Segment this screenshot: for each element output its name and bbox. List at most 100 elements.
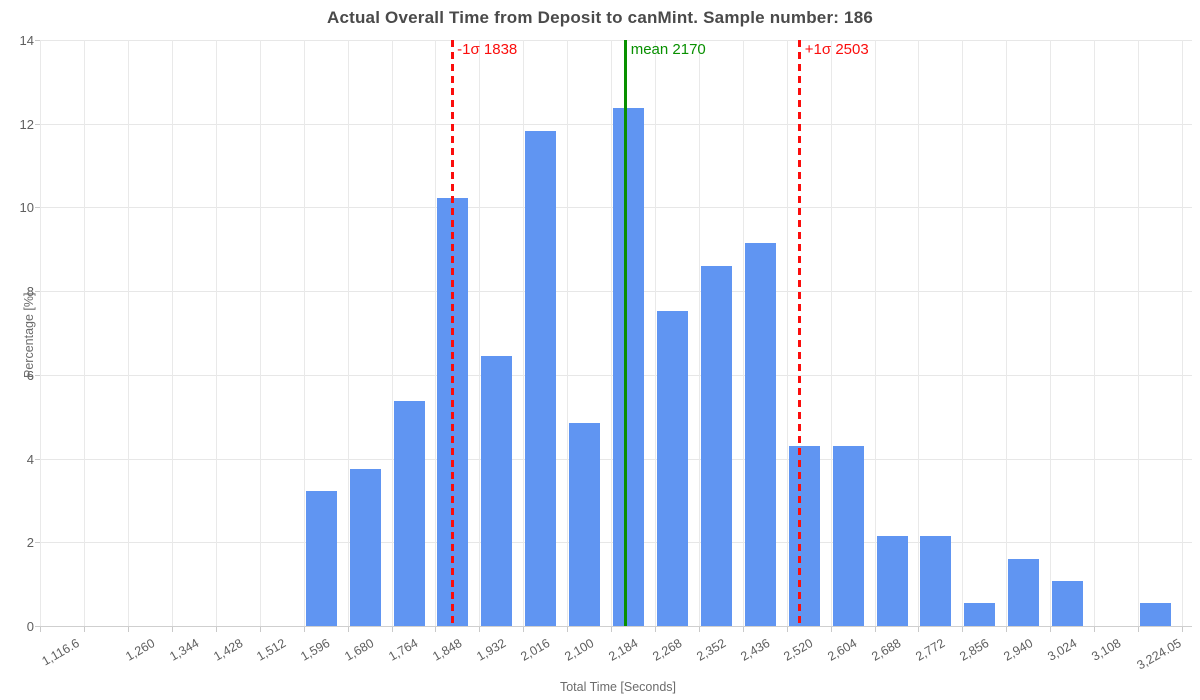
histogram-bar <box>305 490 337 626</box>
x-tick-label: 3,024 <box>1045 636 1080 664</box>
x-gridline <box>303 40 305 626</box>
histogram-bar <box>525 130 557 626</box>
histogram-bar <box>744 243 776 626</box>
x-tick-mark <box>742 627 744 632</box>
y-tick-mark <box>35 626 40 627</box>
y-tick-mark <box>35 291 40 293</box>
y-tick-label: 6 <box>26 367 34 383</box>
x-tick-mark <box>1138 627 1140 632</box>
x-tick-label: 1,764 <box>386 636 421 664</box>
x-tick-mark <box>1181 627 1183 632</box>
histogram-bar <box>1052 580 1084 626</box>
x-tick-label: 1,512 <box>254 636 289 664</box>
y-tick-label: 10 <box>19 200 34 216</box>
histogram-bar <box>700 266 732 626</box>
x-gridline <box>84 40 86 626</box>
x-tick-mark <box>1094 627 1096 632</box>
x-gridline <box>171 40 173 626</box>
x-gridline <box>830 40 832 626</box>
x-gridline <box>567 40 569 626</box>
y-tick-mark <box>35 207 40 209</box>
x-gridline <box>128 40 129 626</box>
sigma-line <box>798 40 802 626</box>
chart-title: Actual Overall Time from Deposit to canM… <box>326 8 874 27</box>
x-tick-label: 1,932 <box>474 636 509 664</box>
y-tick-mark <box>35 458 40 460</box>
x-tick-mark <box>40 627 42 632</box>
x-tick-mark <box>523 627 525 632</box>
y-tick-mark <box>35 542 40 544</box>
x-tick-mark <box>611 627 613 632</box>
x-tick-label: 1,680 <box>342 636 377 664</box>
x-tick-mark <box>128 627 129 632</box>
sigma-line-label: -1σ 1838 <box>457 41 518 58</box>
x-gridline <box>347 40 349 626</box>
x-gridline <box>215 40 217 626</box>
x-tick-label: 1,848 <box>430 636 465 664</box>
x-tick-mark <box>435 627 437 632</box>
x-tick-label: 1,596 <box>298 636 333 664</box>
sigma-line-label: +1σ 2503 <box>804 41 869 58</box>
x-tick-label: 2,016 <box>518 636 553 664</box>
y-tick-mark <box>35 374 40 376</box>
histogram-bar <box>788 446 820 626</box>
x-tick-label: 1,260 <box>122 636 157 664</box>
x-axis-line <box>40 626 1192 627</box>
x-gridline <box>918 40 920 626</box>
y-axis-title: Percentage [%] <box>22 292 36 378</box>
x-axis-title: Total Time [Seconds] <box>559 680 677 694</box>
y-tick-label: 0 <box>26 619 34 634</box>
sigma-line <box>450 40 454 626</box>
x-gridline <box>786 40 788 626</box>
x-tick-label: 1,116.6 <box>39 636 82 669</box>
x-tick-label: 2,268 <box>649 636 684 664</box>
x-tick-label: 2,352 <box>693 636 728 664</box>
x-tick-mark <box>171 627 173 632</box>
x-tick-label: 2,940 <box>1001 636 1036 664</box>
x-gridline <box>611 40 613 626</box>
histogram-bar <box>349 468 381 626</box>
histogram-bar <box>613 108 644 626</box>
x-tick-label: 2,436 <box>737 636 772 664</box>
x-gridline <box>259 40 261 626</box>
x-tick-mark <box>654 627 656 632</box>
histogram-bar <box>964 603 996 626</box>
x-tick-mark <box>918 627 920 632</box>
histogram-bar <box>657 310 688 626</box>
histogram-bar <box>481 356 513 626</box>
histogram-bar <box>920 536 952 626</box>
x-tick-label: 2,856 <box>957 636 992 664</box>
x-tick-mark <box>215 627 217 632</box>
x-tick-mark <box>874 627 876 632</box>
x-tick-label: 2,100 <box>562 636 597 664</box>
histogram-bar <box>832 446 864 626</box>
y-tick-mark <box>35 123 40 125</box>
y-tick-label: 4 <box>26 451 34 467</box>
x-gridline <box>654 40 656 626</box>
x-tick-label: 2,604 <box>825 636 860 664</box>
x-gridline <box>1138 40 1140 626</box>
x-tick-label: 3,108 <box>1089 636 1124 664</box>
x-tick-mark <box>479 627 481 632</box>
y-tick-label: 2 <box>26 535 34 551</box>
x-tick-mark <box>1006 627 1008 632</box>
histogram-bar <box>569 423 601 626</box>
x-tick-mark <box>567 627 569 632</box>
x-gridline <box>1006 40 1008 626</box>
x-tick-mark <box>830 627 832 632</box>
x-gridline <box>874 40 876 626</box>
x-gridline <box>391 40 393 626</box>
x-tick-label: 2,772 <box>913 636 948 664</box>
x-tick-label: 3,224.05 <box>1134 636 1184 673</box>
x-tick-mark <box>698 627 700 632</box>
histogram-bar <box>1008 558 1040 626</box>
x-gridline <box>1181 40 1183 626</box>
x-tick-mark <box>391 627 393 632</box>
mean-line <box>624 40 628 626</box>
x-gridline <box>435 40 437 626</box>
histogram-bar <box>876 536 908 626</box>
x-tick-label: 2,184 <box>605 636 641 664</box>
x-tick-label: 1,428 <box>210 636 245 664</box>
